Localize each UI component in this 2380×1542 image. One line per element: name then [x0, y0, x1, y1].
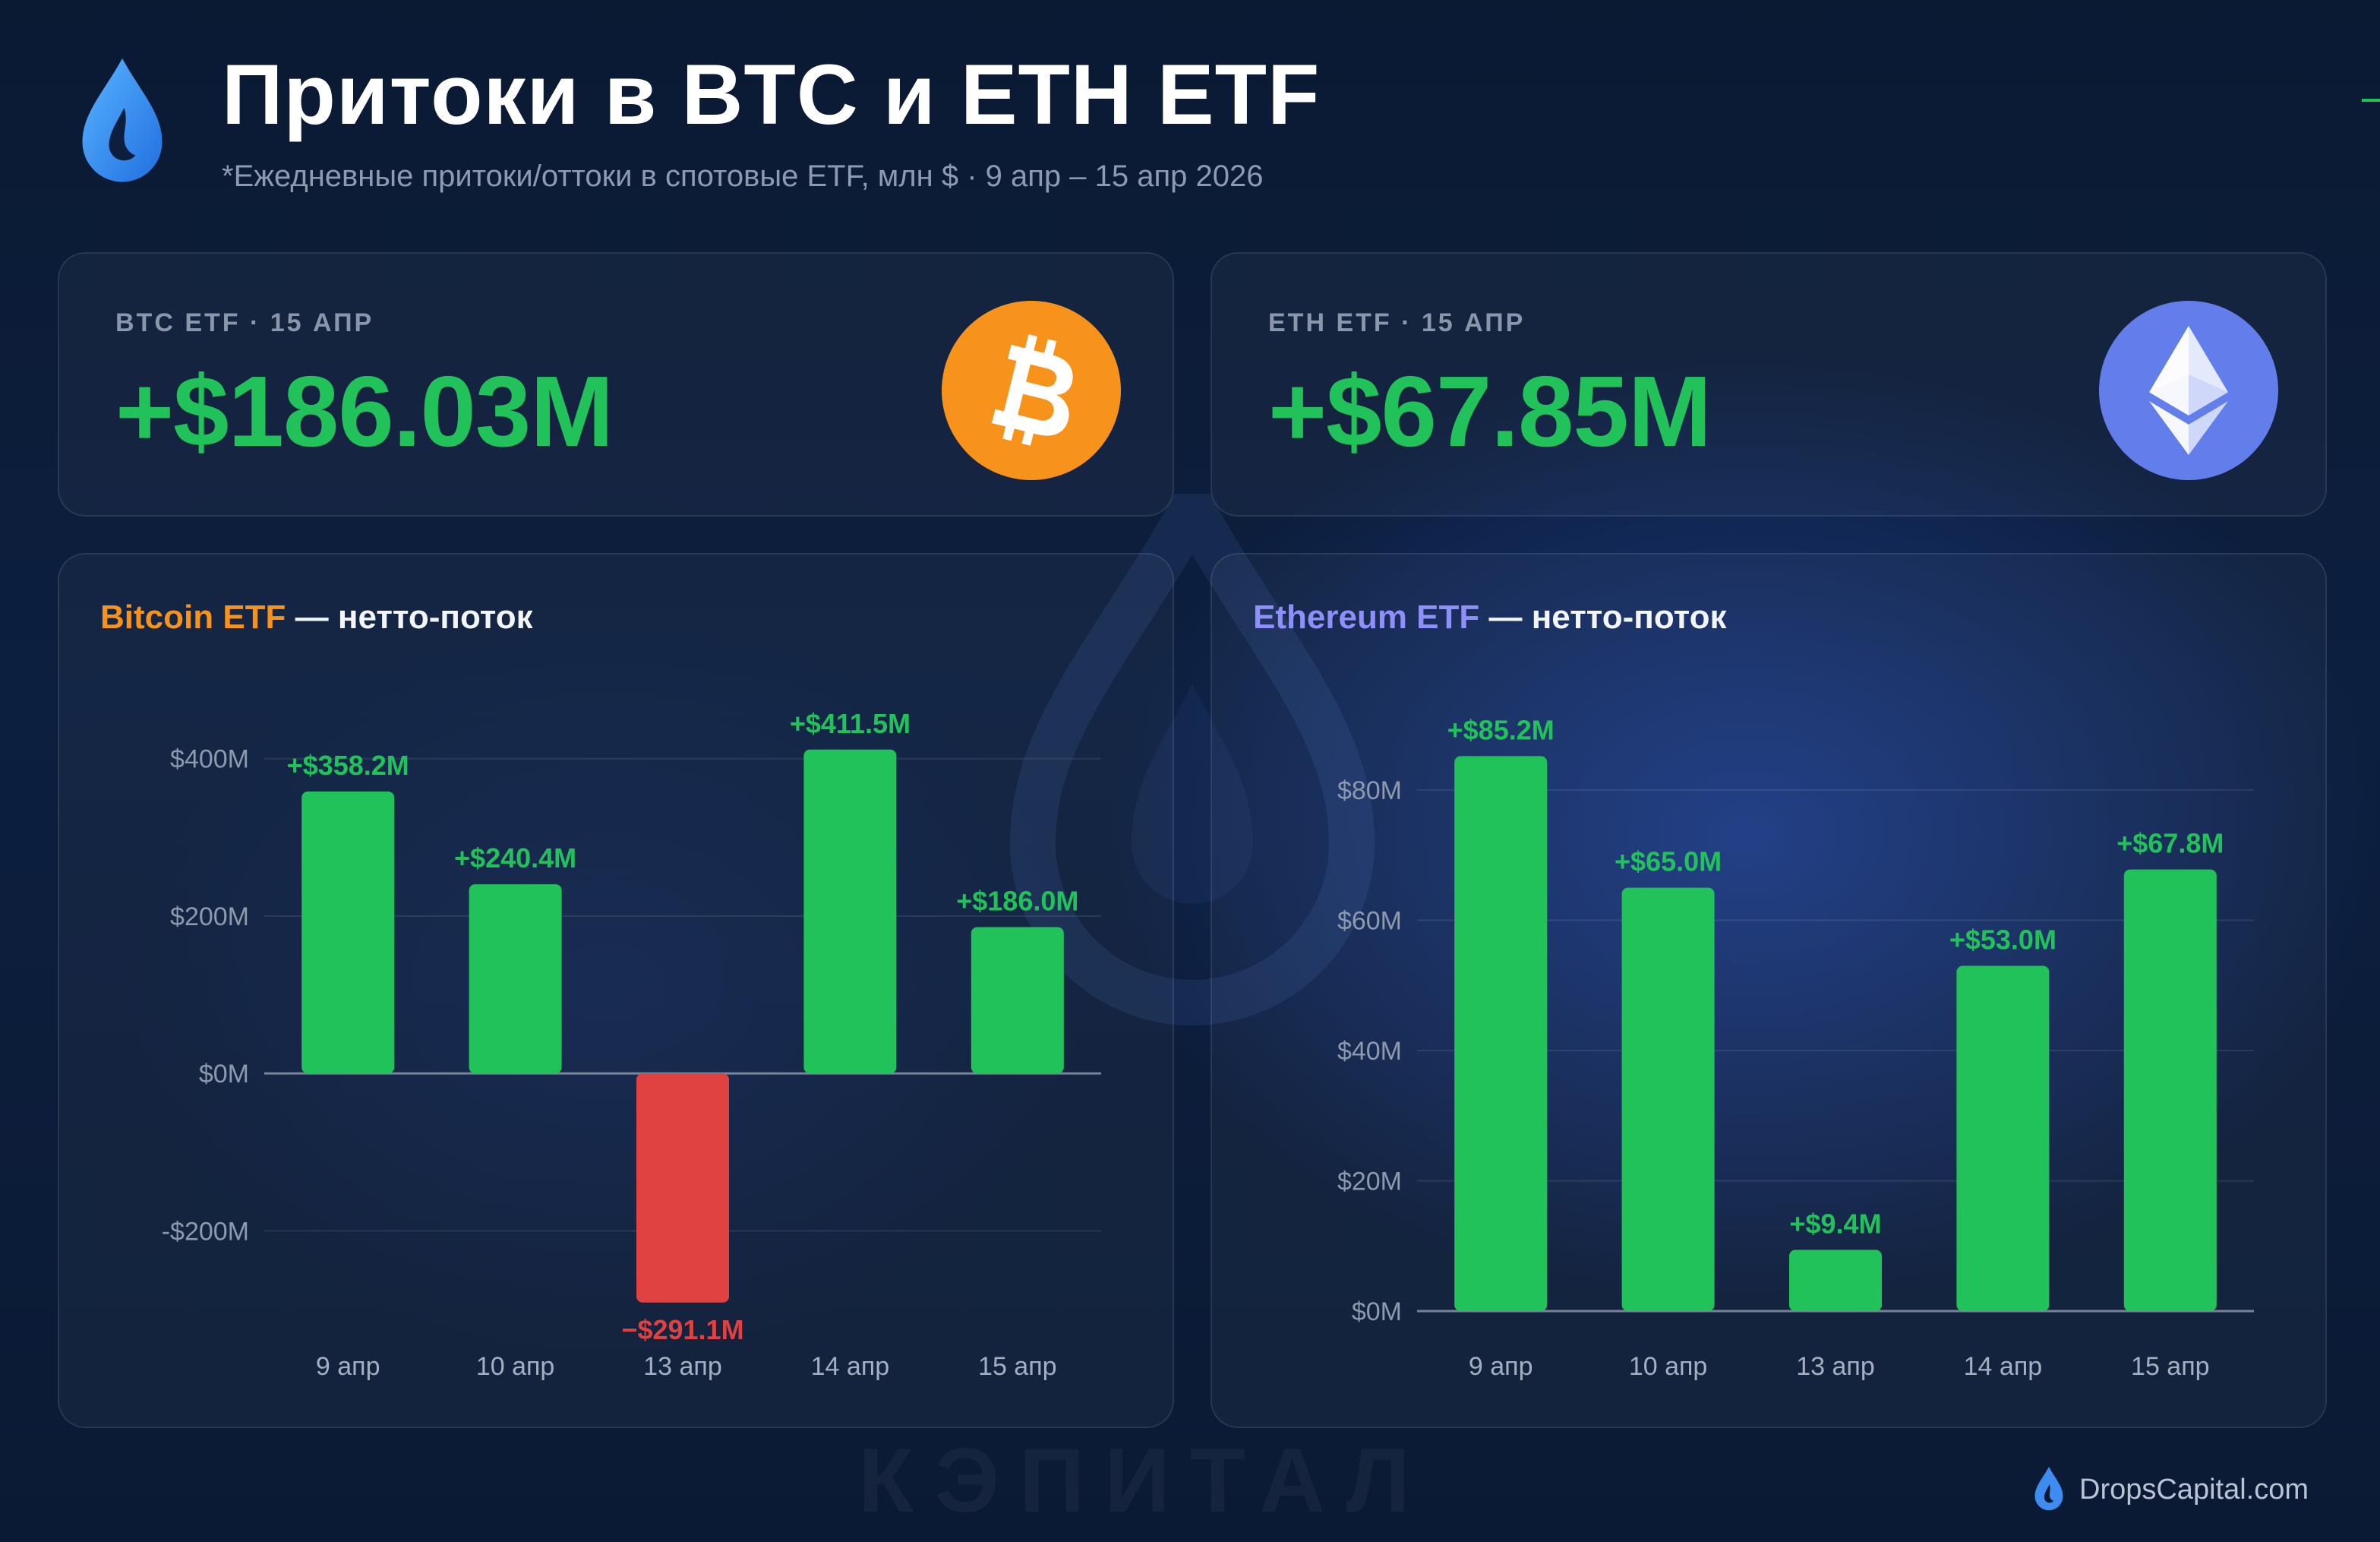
footer-brand[interactable]: DropsCapital.com: [2032, 1463, 2309, 1516]
btc-bar-chart: $400M $200M $0M -$200M +$358.2M 9 апр +$240.4M…: [162, 708, 1101, 1381]
btc-kpi-label: BTC ETF · 15 АПР: [115, 308, 374, 337]
eth-data-label: +$53.0M: [1949, 924, 2056, 956]
btc-ytick-label: $0M: [199, 1060, 249, 1089]
footer-drop-icon: [2034, 1467, 2063, 1511]
corner-accent-mark: [2362, 99, 2380, 102]
eth-bar: [2123, 869, 2217, 1311]
ethereum-icon: [2099, 301, 2278, 480]
eth-data-label: +$67.8M: [2116, 828, 2224, 859]
btc-data-label: +$240.4M: [454, 842, 576, 874]
btc-chart-title-accent: Bitcoin ETF: [100, 599, 286, 636]
btc-kpi-value: +$186.03M: [115, 355, 614, 467]
eth-chart-title: Ethereum ETF — нетто-поток: [1253, 599, 1726, 637]
btc-xtick-label: 10 апр: [476, 1352, 555, 1381]
btc-xtick-label: 13 апр: [643, 1352, 722, 1381]
btc-ytick-label: $200M: [170, 902, 249, 931]
eth-chart-card: Ethereum ETF — нетто-поток $80M $60M $40M $…: [1211, 553, 2327, 1428]
eth-ytick-label: $20M: [1337, 1168, 1402, 1196]
eth-bar: [1454, 756, 1548, 1311]
eth-kpi-label: ETH ETF · 15 АПР: [1268, 308, 1526, 337]
btc-bar: [301, 792, 395, 1074]
page-title: Притоки в BTC и ETH ETF: [222, 47, 1321, 142]
eth-ytick-label: $80M: [1337, 776, 1402, 805]
eth-kpi-card: ETH ETF · 15 АПР +$67.85M: [1211, 252, 2327, 517]
eth-ytick-label: $60M: [1337, 907, 1402, 936]
btc-ytick-label: -$200M: [162, 1217, 249, 1246]
eth-xtick-label: 10 апр: [1629, 1352, 1708, 1381]
drop-logo-icon: [82, 58, 163, 182]
btc-ytick-label: $400M: [170, 745, 249, 774]
eth-xtick-label: 15 апр: [2131, 1352, 2210, 1381]
btc-data-label: +$411.5M: [790, 708, 911, 739]
btc-data-label: +$186.0M: [956, 885, 1078, 916]
btc-data-label: +$358.2M: [287, 750, 409, 781]
btc-xtick-label: 14 апр: [811, 1352, 890, 1381]
watermark-text: КЭПИТАЛ: [858, 1428, 1430, 1533]
eth-chart-title-rest: — нетто-поток: [1479, 599, 1727, 636]
eth-kpi-value: +$67.85M: [1268, 355, 1712, 467]
btc-bar: [469, 884, 562, 1074]
btc-xtick-label: 9 апр: [316, 1352, 380, 1381]
eth-bar: [1789, 1250, 1882, 1311]
btc-chart-card: Bitcoin ETF — нетто-поток $400M $200M $0M -…: [58, 553, 1174, 1428]
eth-xtick-label: 14 апр: [1964, 1352, 2043, 1381]
eth-data-label: +$65.0M: [1615, 846, 1722, 877]
page-subtitle: *Ежедневные притоки/оттоки в спотовые ET…: [222, 160, 1264, 193]
btc-data-label: −$291.1M: [621, 1314, 743, 1345]
btc-bar: [971, 927, 1064, 1074]
eth-bar: [1621, 887, 1715, 1311]
watermark-drop-icon: [1009, 494, 1375, 1025]
btc-bar: [636, 1073, 729, 1303]
eth-bar-chart: $80M $60M $40M $20M $0M +$85.2M 9 апр +$65.0M 10…: [1337, 714, 2254, 1381]
btc-xtick-label: 15 апр: [978, 1352, 1057, 1381]
eth-xtick-label: 13 апр: [1796, 1352, 1875, 1381]
eth-chart-title-accent: Ethereum ETF: [1253, 599, 1480, 636]
eth-data-label: +$85.2M: [1447, 714, 1555, 745]
btc-kpi-card: BTC ETF · 15 АПР +$186.03M: [58, 252, 1174, 517]
btc-chart-title-rest: — нетто-поток: [286, 599, 533, 636]
footer-site-link[interactable]: DropsCapital.com: [2079, 1473, 2309, 1506]
eth-ytick-label: $0M: [1352, 1297, 1402, 1326]
btc-bar: [803, 749, 897, 1074]
btc-chart-title: Bitcoin ETF — нетто-поток: [100, 599, 533, 637]
eth-xtick-label: 9 апр: [1469, 1352, 1533, 1381]
eth-data-label: +$9.4M: [1789, 1208, 1881, 1239]
eth-bar: [1956, 965, 2050, 1311]
eth-ytick-label: $40M: [1337, 1037, 1402, 1066]
bitcoin-icon: [942, 301, 1121, 480]
